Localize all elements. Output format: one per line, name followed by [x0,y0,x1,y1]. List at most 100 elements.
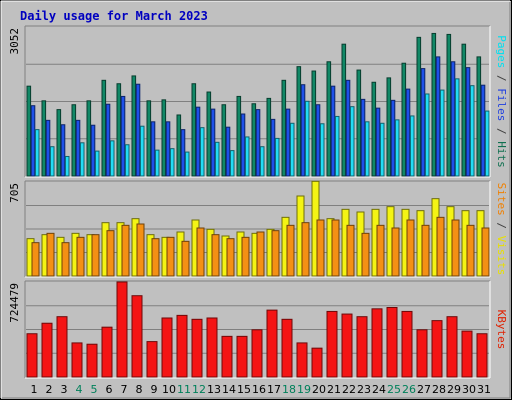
bar-kbytes-kbytes-day-5 [86,343,98,378]
bar-kbytes-kbytes-day-16 [251,329,263,378]
bar-hits-files-day-24 [375,107,381,177]
bar-hits-hits-day-8 [131,75,137,177]
bar-hits-pages-day-6 [109,140,115,177]
bar-hits-files-day-15 [240,113,246,177]
bar-hits-hits-day-4 [71,104,77,177]
x-tick-label-day-25: 25 [387,383,401,396]
x-tick-label-day-9: 9 [151,383,158,396]
bar-hits-hits-day-28 [431,32,437,177]
bar-hits-pages-day-16 [259,146,265,177]
bar-hits-hits-day-7 [116,83,122,177]
panel-hits-axis-label-part: Hits [495,141,508,168]
bar-hits-hits-day-30 [461,43,467,177]
bar-kbytes-kbytes-day-28 [431,320,443,378]
bar-visits-sites-day-19 [301,222,310,277]
bar-hits-hits-day-27 [416,36,422,177]
bar-hits-pages-day-13 [214,141,220,177]
panel-visits-axis-label-part: Visits [495,236,508,276]
bar-hits-files-day-9 [150,121,156,177]
bar-kbytes-kbytes-day-1 [26,333,38,378]
bar-visits-sites-day-18 [286,224,295,277]
bar-hits-hits-day-6 [101,79,107,177]
bar-kbytes-kbytes-day-23 [356,316,368,378]
bar-hits-hits-day-18 [281,79,287,177]
bar-hits-hits-day-17 [266,97,272,177]
bar-hits-pages-day-28 [439,89,445,177]
bar-hits-files-day-20 [315,104,321,177]
bar-kbytes-kbytes-day-12 [191,318,203,378]
bar-visits-sites-day-10 [166,236,175,277]
bar-visits-sites-day-31 [481,227,490,277]
bar-hits-pages-day-14 [229,150,235,177]
bar-hits-hits-day-26 [401,62,407,177]
bar-kbytes-kbytes-day-11 [176,314,188,378]
bar-hits-pages-day-21 [334,115,340,177]
bar-hits-pages-day-23 [364,121,370,177]
bar-hits-hits-day-23 [356,69,362,177]
bar-hits-hits-day-5 [86,100,92,177]
bar-hits-files-day-7 [120,95,126,177]
bar-hits-files-day-22 [345,79,351,177]
bar-kbytes-kbytes-day-3 [56,316,68,378]
panel-kbytes: 724479 KBytes [8,280,508,379]
bar-hits-hits-day-21 [326,61,332,177]
x-tick-label-day-15: 15 [237,383,251,396]
panel-hits-axis-label-part: Files [495,88,508,121]
bar-hits-files-day-27 [420,68,426,177]
bar-hits-pages-day-20 [319,123,325,177]
bar-kbytes-kbytes-day-24 [371,308,383,378]
x-tick-label-day-4: 4 [76,383,83,396]
panel-hits-axis-label-part: / [495,68,508,88]
bar-hits-files-day-8 [135,83,141,177]
panel-hits-axis-label-part: / [495,121,508,141]
x-tick-label-day-7: 7 [121,383,128,396]
x-tick-label-day-3: 3 [61,383,68,396]
bar-hits-hits-day-24 [371,81,377,177]
bar-visits-sites-day-26 [406,219,415,277]
bar-kbytes-kbytes-day-6 [101,326,113,378]
bar-kbytes-kbytes-day-26 [401,310,413,378]
bar-hits-hits-day-15 [236,95,242,177]
bar-kbytes-kbytes-day-30 [461,330,473,378]
bar-visits-sites-day-5 [91,234,100,277]
bar-hits-pages-day-12 [199,127,205,177]
bar-hits-hits-day-29 [446,33,452,177]
x-tick-label-day-2: 2 [46,383,53,396]
bar-kbytes-kbytes-day-7 [116,281,128,378]
panel-visits-max-label: 705 [8,183,21,203]
bar-visits-sites-day-30 [466,224,475,277]
bar-kbytes-kbytes-day-8 [131,295,143,378]
bar-hits-hits-day-2 [41,100,47,177]
x-tick-label-day-14: 14 [222,383,236,396]
bar-hits-pages-day-19 [304,100,310,177]
bar-hits-hits-day-14 [221,104,227,177]
x-tick-label-day-20: 20 [312,383,326,396]
bar-kbytes-kbytes-day-4 [71,342,83,378]
panel-visits: 705 Sites / Visits [8,180,508,278]
bar-hits-files-day-23 [360,98,366,177]
bar-visits-sites-day-15 [241,236,250,277]
bar-kbytes-kbytes-day-13 [206,317,218,378]
bar-hits-files-day-10 [165,121,171,177]
bar-kbytes-kbytes-day-21 [326,310,338,378]
bar-hits-files-day-11 [180,129,186,177]
bar-hits-files-day-2 [45,119,51,177]
bar-kbytes-kbytes-day-17 [266,309,278,378]
x-tick-label-day-26: 26 [402,383,416,396]
bar-hits-files-day-29 [450,61,456,177]
bar-hits-files-day-1 [30,105,36,177]
bar-hits-files-day-28 [435,56,441,177]
x-tick-label-day-31: 31 [477,383,491,396]
bar-kbytes-kbytes-day-2 [41,322,53,378]
bar-kbytes-kbytes-day-10 [161,317,173,378]
bar-hits-hits-day-11 [176,114,182,177]
x-tick-label-day-24: 24 [372,383,386,396]
x-tick-label-day-30: 30 [462,383,476,396]
bar-visits-sites-day-1 [31,242,40,277]
x-tick-label-day-10: 10 [162,383,176,396]
bar-hits-hits-day-12 [191,83,197,177]
panel-hits-max-label: 3052 [8,28,21,55]
panel-visits-axis-label-part: Sites [495,183,508,216]
bar-visits-sites-day-22 [346,224,355,277]
bar-kbytes-kbytes-day-22 [341,313,353,378]
